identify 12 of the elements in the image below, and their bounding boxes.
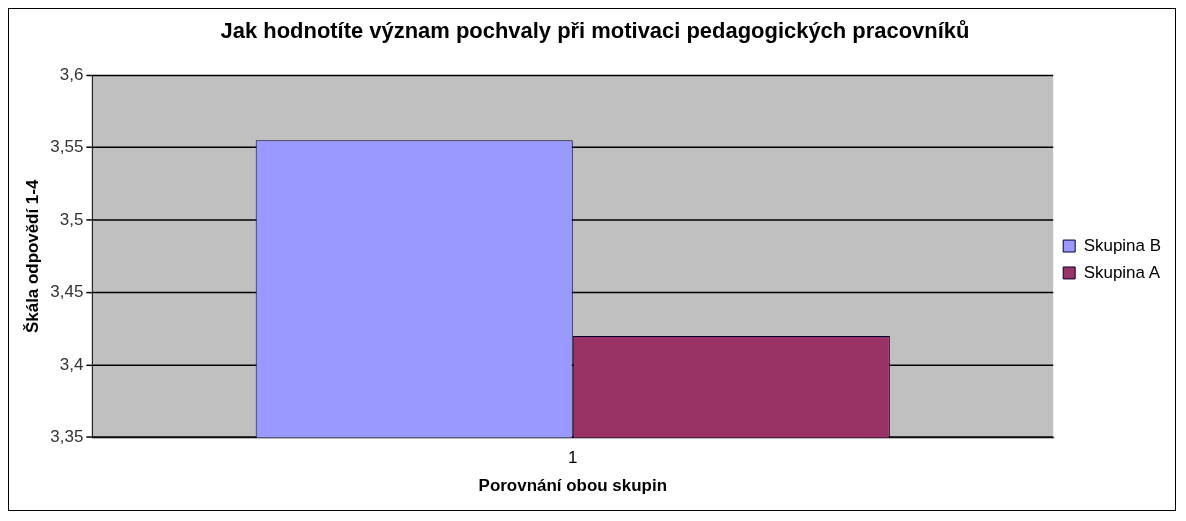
y-axis-title: Škála odpovědí 1-4 <box>22 179 42 333</box>
y-tick-label: 3,35 <box>50 427 84 447</box>
x-tick-label: 1 <box>568 448 578 468</box>
legend-label: Skupina B <box>1083 235 1161 255</box>
y-tick-label: 3,5 <box>59 209 84 229</box>
legend-label: Skupina A <box>1083 262 1161 282</box>
y-tick-label: 3,6 <box>59 64 84 84</box>
y-tick-label: 3,45 <box>50 282 84 302</box>
y-tick-label: 3,4 <box>59 354 84 374</box>
chart-title: Jak hodnotíte význam pochvaly při motivaci pedagogických pracovníků <box>220 18 970 44</box>
x-axis-title: Porovnání obou skupin <box>478 475 667 495</box>
y-tick-label: 3,55 <box>50 137 84 157</box>
